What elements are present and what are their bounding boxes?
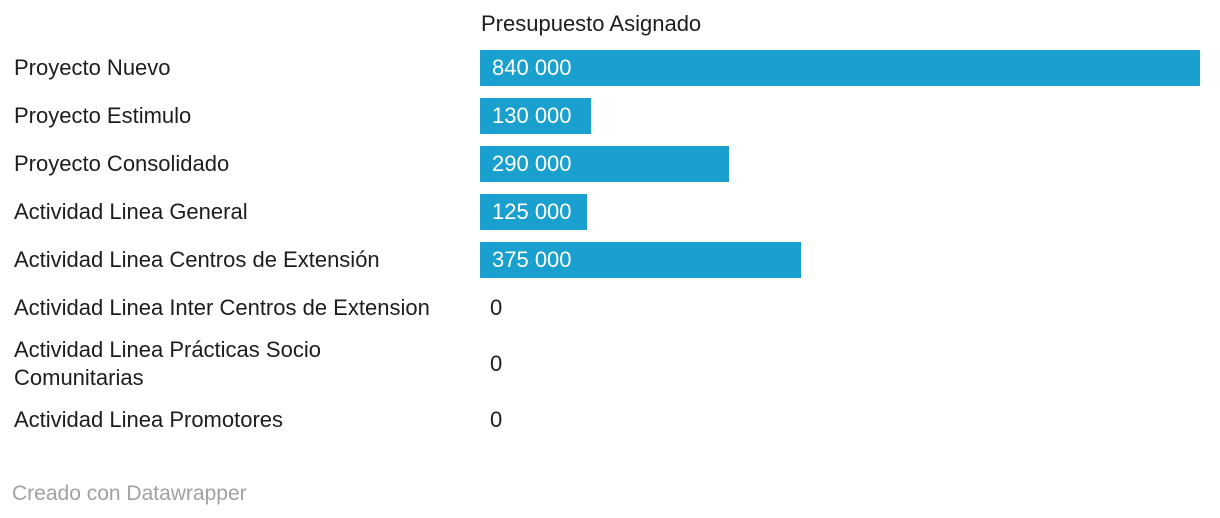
row-value-area: 375 000 — [480, 236, 1200, 284]
row-value-area: 125 000 — [480, 188, 1200, 236]
bar: 290 000 — [480, 146, 729, 182]
datawrapper-credit-link[interactable]: Creado con Datawrapper — [12, 482, 247, 505]
row-label: Actividad Linea Promotores — [14, 407, 284, 432]
bar-value-label: 290 000 — [492, 151, 572, 176]
chart-row: Proyecto Consolidado 290 000 — [0, 140, 1220, 188]
row-label: Proyecto Consolidado — [14, 151, 230, 176]
row-label: Actividad Linea Prácticas Socio Comunita… — [14, 337, 321, 390]
bar-value-label: 375 000 — [492, 247, 572, 272]
row-label: Actividad Linea Centros de Extensión — [14, 247, 380, 272]
chart-row: Actividad Linea General 125 000 — [0, 188, 1220, 236]
zero-value-label: 0 — [490, 407, 503, 432]
row-value-area: 840 000 — [480, 44, 1200, 92]
chart-row: Actividad Linea Prácticas Socio Comunita… — [0, 332, 1220, 396]
chart-row: Actividad Linea Promotores 0 — [0, 396, 1220, 444]
row-value-area: 130 000 — [480, 92, 1200, 140]
column-header: Presupuesto Asignado — [481, 11, 702, 36]
chart-row: Actividad Linea Centros de Extensión 375 … — [0, 236, 1220, 284]
row-value-area: 0 — [480, 396, 1200, 444]
chart-rows: Proyecto Nuevo 840 000 Proyecto Estimulo 13… — [0, 44, 1220, 444]
bar: 840 000 — [480, 50, 1200, 86]
chart-row: Proyecto Nuevo 840 000 — [0, 44, 1220, 92]
row-value-area: 0 — [480, 332, 1200, 396]
zero-value-label: 0 — [490, 295, 503, 320]
row-label: Proyecto Nuevo — [14, 55, 171, 80]
row-label: Proyecto Estimulo — [14, 103, 192, 128]
bar: 130 000 — [480, 98, 591, 134]
bar: 125 000 — [480, 194, 587, 230]
bar-value-label: 130 000 — [492, 103, 572, 128]
zero-value-label: 0 — [490, 351, 503, 376]
bar: 375 000 — [480, 242, 801, 278]
bar-value-label: 840 000 — [492, 55, 572, 80]
row-label: Actividad Linea General — [14, 199, 248, 224]
chart-row: Proyecto Estimulo 130 000 — [0, 92, 1220, 140]
chart-row: Actividad Linea Inter Centros de Extensi… — [0, 284, 1220, 332]
row-label: Actividad Linea Inter Centros de Extensi… — [14, 295, 430, 320]
row-value-area: 290 000 — [480, 140, 1200, 188]
row-value-area: 0 — [480, 284, 1200, 332]
bar-value-label: 125 000 — [492, 199, 572, 224]
